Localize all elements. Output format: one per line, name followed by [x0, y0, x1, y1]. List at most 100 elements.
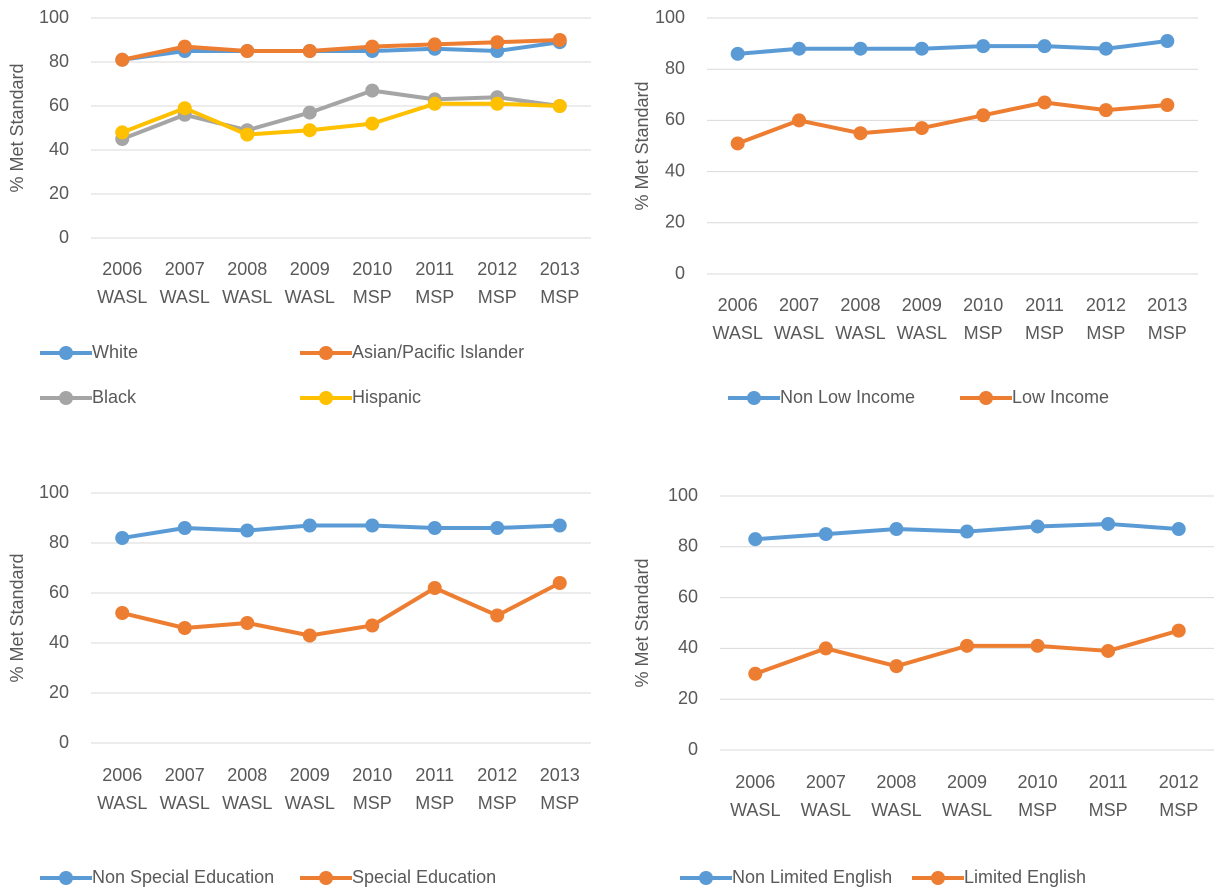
data-point [1030, 519, 1045, 534]
x-tick-label: WASL [97, 793, 147, 813]
x-tick-label: MSP [1089, 800, 1128, 820]
legend-marker [319, 391, 333, 405]
legend-marker [59, 391, 73, 405]
x-tick-label: 2012 [1086, 295, 1126, 315]
data-point [490, 35, 505, 50]
x-tick-label: 2011 [415, 259, 454, 279]
x-tick-label: 2007 [806, 772, 846, 792]
data-point [365, 518, 380, 533]
data-point [748, 666, 763, 681]
data-point [552, 518, 567, 533]
x-tick-label: 2011 [1025, 295, 1064, 315]
x-tick-label: WASL [160, 287, 210, 307]
y-tick-label: 60 [678, 586, 698, 606]
x-tick-label: 2010 [963, 295, 1003, 315]
x-tick-label: WASL [222, 287, 272, 307]
legend-label: Asian/Pacific Islander [352, 342, 524, 362]
x-tick-label: MSP [1025, 323, 1064, 343]
data-point [427, 521, 442, 535]
x-tick-label: WASL [774, 323, 824, 343]
data-point [1160, 98, 1175, 113]
legend-marker [747, 391, 761, 405]
x-tick-label: WASL [801, 800, 851, 820]
data-point [115, 531, 130, 545]
x-tick-label: 2008 [840, 295, 880, 315]
data-point [818, 527, 833, 542]
data-point [490, 521, 505, 535]
data-point [427, 581, 442, 595]
data-point [1171, 623, 1186, 638]
x-tick-label: 2009 [902, 295, 942, 315]
x-tick-label: 2006 [718, 295, 758, 315]
y-axis-title: % Met Standard [7, 553, 27, 682]
data-point [302, 518, 317, 533]
x-tick-label: MSP [540, 793, 579, 813]
data-point [427, 96, 442, 111]
data-point [552, 576, 567, 590]
data-point [365, 618, 380, 633]
series-line [120, 38, 562, 62]
x-tick-label: 2007 [165, 765, 205, 785]
data-point [1160, 34, 1175, 49]
x-tick-label: 2013 [1147, 295, 1187, 315]
data-point [730, 46, 745, 61]
legend-label: Special Education [352, 867, 496, 887]
x-tick-label: MSP [415, 287, 454, 307]
x-tick-label: 2010 [352, 259, 392, 279]
y-tick-label: 100 [668, 485, 698, 505]
y-axis-title: % Met Standard [632, 81, 652, 210]
legend-marker [59, 871, 73, 885]
data-point [976, 108, 991, 123]
y-tick-label: 40 [678, 637, 698, 657]
data-point [730, 136, 745, 151]
y-tick-label: 100 [655, 7, 685, 27]
data-point [976, 39, 991, 54]
x-tick-label: 2006 [102, 259, 142, 279]
legend-label: Non Low Income [780, 387, 915, 407]
data-point [552, 99, 567, 113]
data-point [427, 37, 442, 52]
y-tick-label: 40 [49, 139, 69, 159]
data-point [365, 39, 380, 54]
x-tick-label: 2006 [102, 765, 142, 785]
x-tick-label: WASL [871, 800, 921, 820]
x-tick-label: 2007 [779, 295, 819, 315]
legend-label: Limited English [964, 867, 1086, 887]
data-point [177, 101, 192, 116]
x-tick-label: MSP [478, 287, 517, 307]
y-tick-label: 0 [675, 263, 685, 283]
y-tick-label: 80 [665, 58, 685, 78]
x-tick-label: MSP [353, 287, 392, 307]
legend-label: Black [92, 387, 137, 407]
data-point [1101, 643, 1116, 658]
data-point [1030, 638, 1045, 653]
x-tick-label: WASL [942, 800, 992, 820]
x-tick-label: 2009 [290, 259, 330, 279]
legend-marker [59, 346, 73, 360]
legend-marker [319, 346, 333, 360]
y-tick-label: 20 [49, 183, 69, 203]
legend-marker [931, 871, 945, 885]
series-line [120, 581, 562, 638]
data-point [818, 641, 833, 656]
data-point [115, 52, 130, 67]
x-tick-label: WASL [285, 287, 335, 307]
data-point [1171, 522, 1186, 537]
series-line [735, 39, 1170, 56]
x-tick-label: MSP [1086, 323, 1125, 343]
data-point [177, 621, 192, 635]
y-tick-label: 40 [665, 160, 685, 180]
x-tick-label: 2010 [1018, 772, 1058, 792]
data-point [792, 113, 807, 128]
x-tick-label: 2013 [540, 765, 580, 785]
x-tick-label: WASL [285, 793, 335, 813]
x-tick-label: WASL [713, 323, 763, 343]
y-tick-label: 80 [49, 532, 69, 552]
data-point [1037, 95, 1052, 110]
x-tick-label: WASL [97, 287, 147, 307]
data-point [302, 44, 317, 58]
x-tick-label: MSP [964, 323, 1003, 343]
y-tick-label: 20 [678, 688, 698, 708]
x-tick-label: MSP [1148, 323, 1187, 343]
